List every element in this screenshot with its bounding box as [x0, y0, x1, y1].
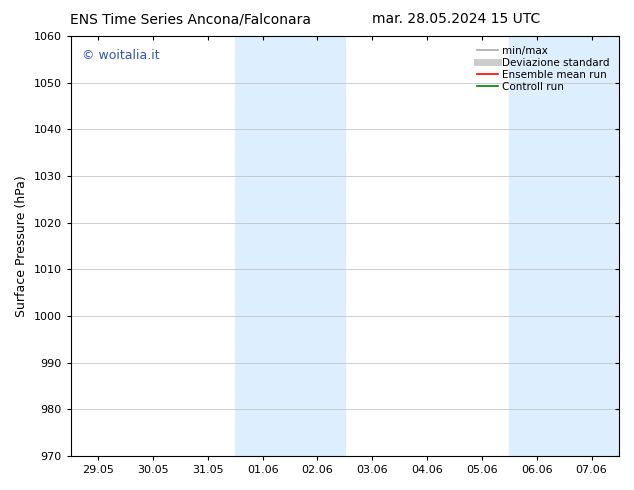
- Text: mar. 28.05.2024 15 UTC: mar. 28.05.2024 15 UTC: [372, 12, 541, 26]
- Bar: [509, 36, 619, 456]
- Bar: [235, 36, 345, 456]
- Y-axis label: Surface Pressure (hPa): Surface Pressure (hPa): [15, 175, 28, 317]
- Text: ENS Time Series Ancona/Falconara: ENS Time Series Ancona/Falconara: [70, 12, 311, 26]
- Legend: min/max, Deviazione standard, Ensemble mean run, Controll run: min/max, Deviazione standard, Ensemble m…: [473, 41, 614, 96]
- Text: © woitalia.it: © woitalia.it: [82, 49, 159, 62]
